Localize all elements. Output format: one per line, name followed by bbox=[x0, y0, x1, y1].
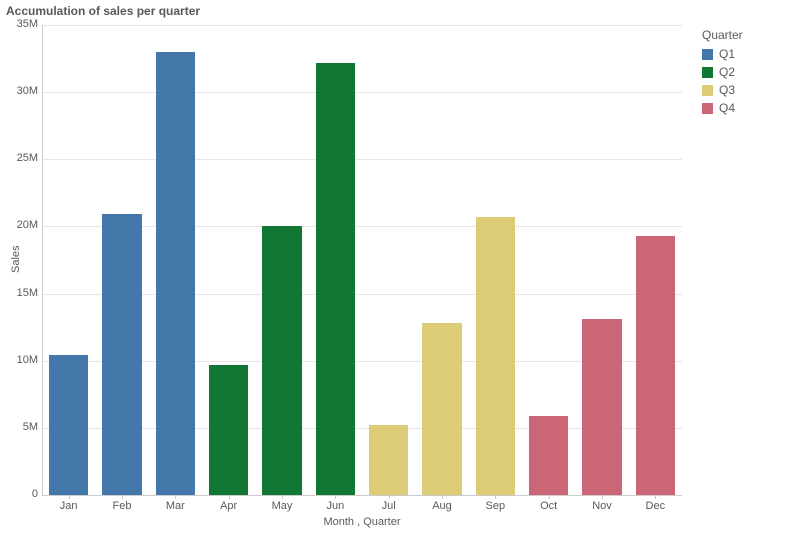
legend-label: Q1 bbox=[719, 46, 735, 62]
y-axis bbox=[42, 25, 43, 495]
x-tick-mark bbox=[335, 495, 336, 499]
legend-item-q2[interactable]: Q2 bbox=[702, 64, 743, 80]
legend-item-q3[interactable]: Q3 bbox=[702, 82, 743, 98]
bar-may[interactable] bbox=[262, 226, 301, 495]
y-tick-label: 10M bbox=[4, 354, 38, 366]
x-tick-label: Mar bbox=[166, 500, 185, 512]
plot-area bbox=[42, 24, 682, 495]
x-tick-label: Dec bbox=[646, 500, 666, 512]
x-tick-label: Jul bbox=[382, 500, 396, 512]
x-tick-mark bbox=[495, 495, 496, 499]
x-tick-label: Jan bbox=[60, 500, 78, 512]
chart-title: Accumulation of sales per quarter bbox=[6, 4, 200, 18]
x-tick-label: Aug bbox=[432, 500, 452, 512]
bar-jan[interactable] bbox=[49, 355, 88, 495]
legend-swatch bbox=[702, 103, 713, 114]
gridline bbox=[42, 25, 682, 26]
bar-jul[interactable] bbox=[369, 425, 408, 495]
x-tick-mark bbox=[549, 495, 550, 499]
x-tick-mark bbox=[655, 495, 656, 499]
x-axis-label: Month , Quarter bbox=[323, 516, 400, 528]
y-tick-label: 35M bbox=[4, 18, 38, 30]
y-tick-label: 0 bbox=[4, 488, 38, 500]
y-tick-label: 5M bbox=[4, 421, 38, 433]
bar-sep[interactable] bbox=[476, 217, 515, 495]
bar-apr[interactable] bbox=[209, 365, 248, 495]
x-tick-mark bbox=[175, 495, 176, 499]
legend: Quarter Q1 Q2 Q3 Q4 bbox=[702, 28, 743, 118]
x-tick-label: May bbox=[272, 500, 293, 512]
x-tick-mark bbox=[602, 495, 603, 499]
y-tick-label: 25M bbox=[4, 152, 38, 164]
x-tick-label: Feb bbox=[113, 500, 132, 512]
legend-label: Q2 bbox=[719, 64, 735, 80]
legend-swatch bbox=[702, 49, 713, 60]
legend-label: Q4 bbox=[719, 100, 735, 116]
x-tick-mark bbox=[282, 495, 283, 499]
y-tick-label: 30M bbox=[4, 85, 38, 97]
legend-swatch bbox=[702, 85, 713, 96]
y-tick-label: 20M bbox=[4, 219, 38, 231]
gridline bbox=[42, 495, 682, 496]
bar-oct[interactable] bbox=[529, 416, 568, 495]
x-tick-mark bbox=[229, 495, 230, 499]
bar-aug[interactable] bbox=[422, 323, 461, 495]
bar-nov[interactable] bbox=[582, 319, 621, 495]
x-tick-label: Sep bbox=[486, 500, 506, 512]
x-tick-label: Oct bbox=[540, 500, 557, 512]
x-tick-label: Jun bbox=[326, 500, 344, 512]
x-tick-label: Nov bbox=[592, 500, 612, 512]
bar-jun[interactable] bbox=[316, 63, 355, 495]
gridline bbox=[42, 159, 682, 160]
x-tick-mark bbox=[122, 495, 123, 499]
gridline bbox=[42, 92, 682, 93]
y-axis-label: Sales bbox=[10, 245, 22, 273]
bar-feb[interactable] bbox=[102, 214, 141, 495]
legend-item-q1[interactable]: Q1 bbox=[702, 46, 743, 62]
bar-mar[interactable] bbox=[156, 52, 195, 495]
y-tick-label: 15M bbox=[4, 287, 38, 299]
x-tick-mark bbox=[69, 495, 70, 499]
x-tick-mark bbox=[389, 495, 390, 499]
legend-item-q4[interactable]: Q4 bbox=[702, 100, 743, 116]
legend-swatch bbox=[702, 67, 713, 78]
bar-chart: Accumulation of sales per quarter Sales … bbox=[0, 0, 799, 544]
x-tick-label: Apr bbox=[220, 500, 237, 512]
bar-dec[interactable] bbox=[636, 236, 675, 495]
legend-label: Q3 bbox=[719, 82, 735, 98]
legend-title: Quarter bbox=[702, 28, 743, 42]
x-tick-mark bbox=[442, 495, 443, 499]
